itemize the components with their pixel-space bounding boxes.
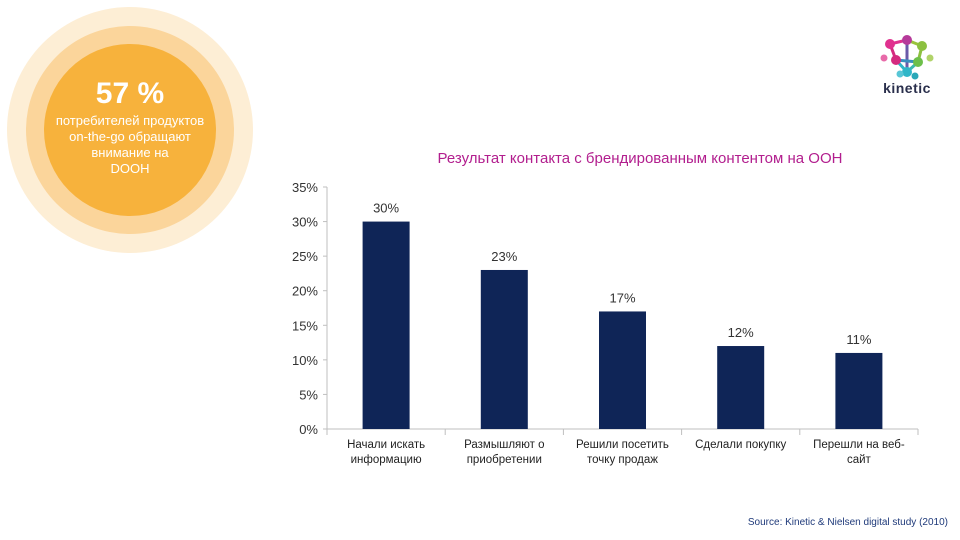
- stat-line: потребителей продуктов: [55, 113, 205, 128]
- data-label: 30%: [373, 201, 399, 216]
- stat-line: DOOH: [110, 161, 150, 176]
- source-note: Source: Kinetic & Nielsen digital study …: [747, 517, 948, 528]
- stat-description: потребителей продуктов on-the-go обращаю…: [40, 113, 220, 177]
- y-tick-label: 20%: [292, 284, 318, 299]
- y-tick-label: 30%: [292, 215, 318, 230]
- category-label: приобретении: [467, 454, 542, 466]
- stat-circle-inner: [44, 44, 216, 216]
- bar: [480, 269, 528, 429]
- stat-line: внимание на: [91, 145, 169, 160]
- logo-wordmark: kinetic: [883, 80, 931, 96]
- category-label: Перешли на веб-: [813, 439, 905, 451]
- category-label: Начали искать: [347, 439, 425, 451]
- chart-title: Результат контакта с брендированным конт…: [437, 150, 843, 167]
- category-label: Сделали покупку: [695, 439, 786, 451]
- data-label: 11%: [846, 332, 871, 347]
- data-label: 17%: [609, 290, 635, 305]
- bar: [362, 221, 410, 429]
- category-label: Решили посетить: [576, 439, 669, 451]
- data-label: 12%: [728, 325, 754, 340]
- category-label: точку продаж: [587, 454, 658, 466]
- y-tick-label: 15%: [292, 318, 318, 333]
- stat-line: on-the-go обращают: [69, 129, 191, 144]
- y-tick-label: 10%: [292, 353, 318, 368]
- y-tick-label: 0%: [299, 422, 318, 437]
- y-tick-label: 25%: [292, 249, 318, 264]
- y-tick-label: 5%: [299, 387, 318, 402]
- category-label: информацию: [351, 454, 422, 466]
- bar: [717, 346, 765, 429]
- category-label: сайт: [847, 454, 872, 466]
- stat-callout: 57 % потребителей продуктов on-the-go об…: [40, 76, 220, 177]
- category-label: Размышляют о: [464, 439, 544, 451]
- bar: [599, 311, 646, 429]
- y-tick-label: 35%: [292, 180, 318, 195]
- stat-value: 57 %: [95, 77, 165, 110]
- bar: [835, 352, 883, 429]
- data-label: 23%: [491, 249, 517, 264]
- kinetic-logo-icon: [880, 35, 934, 80]
